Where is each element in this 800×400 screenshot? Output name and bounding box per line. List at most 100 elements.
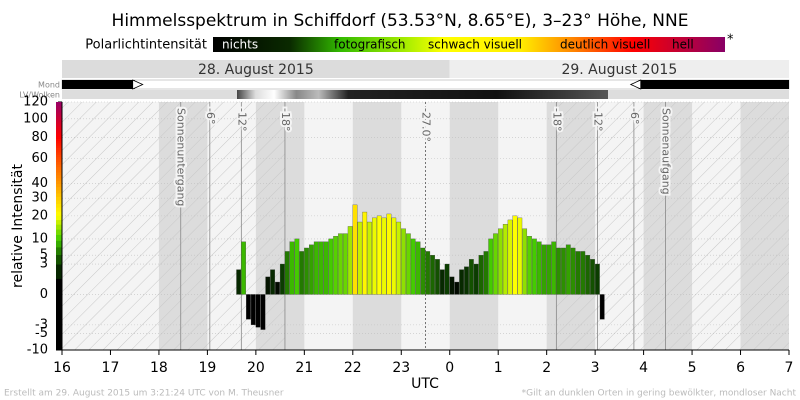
y-color-strip [56, 149, 62, 153]
y-color-strip [56, 151, 62, 155]
y-tick-label: 20 [31, 208, 48, 223]
x-tick-label: 7 [785, 360, 794, 376]
legend-label: fotografisch [334, 38, 406, 52]
x-tick-label: 6 [736, 360, 745, 376]
bar [468, 259, 474, 295]
twilight-label: Sonnenaufgang [659, 108, 672, 195]
y-color-strip [56, 161, 62, 165]
bar [260, 294, 266, 330]
y-color-strip [56, 219, 62, 225]
bar [531, 238, 537, 295]
bar [391, 217, 397, 295]
bar [313, 241, 319, 295]
bar [401, 228, 406, 295]
y-color-strip [56, 145, 62, 148]
x-tick-label: 20 [247, 360, 265, 376]
y-color-strip [56, 138, 62, 142]
twilight-label: -12° [592, 108, 605, 131]
bar [430, 255, 435, 295]
bar [522, 228, 528, 295]
y-color-strip [56, 102, 62, 105]
y-color-strip [56, 124, 62, 127]
y-color-strip [56, 126, 62, 129]
y-color-strip [56, 159, 62, 163]
moon-up [62, 80, 135, 89]
y-color-strip [56, 215, 62, 221]
bar [352, 204, 358, 295]
bar [546, 244, 552, 295]
y-color-strip [56, 166, 62, 170]
y-tick-label: 5 [40, 248, 48, 263]
bar [367, 221, 372, 295]
moon-marker [132, 79, 144, 90]
bar [551, 241, 557, 295]
bar [270, 269, 276, 295]
x-tick-label: 3 [591, 360, 600, 376]
bar [454, 281, 460, 295]
y-color-strip [56, 105, 62, 108]
y-color-strip [56, 103, 62, 107]
bar [255, 294, 261, 328]
y-color-strip [56, 314, 62, 328]
bar [265, 276, 271, 295]
bar [304, 247, 309, 295]
y-color-strip [56, 156, 62, 160]
bar [536, 241, 542, 295]
chart-title: Himmelsspektrum in Schiffdorf (53.53°N, … [112, 11, 689, 31]
y-color-strip [56, 114, 62, 117]
date-band [62, 60, 450, 78]
y-color-strip [56, 174, 62, 179]
x-tick-label: 16 [53, 360, 71, 376]
bar [347, 226, 353, 295]
bar [435, 259, 440, 295]
y-color-strip [56, 327, 62, 337]
y-tick-label: 30 [31, 191, 48, 206]
bar [410, 238, 416, 295]
x-tick-label: 21 [295, 360, 313, 376]
legend-label: deutlich visuell [560, 38, 650, 52]
lv-clouds [237, 90, 608, 99]
bar [279, 263, 285, 295]
bar [580, 251, 586, 295]
bar [294, 238, 300, 295]
y-color-strip [56, 183, 62, 188]
x-tick-label: 0 [445, 360, 454, 376]
y-color-strip [56, 177, 62, 182]
x-tick-label: 18 [150, 360, 168, 376]
bar [405, 233, 411, 295]
y-color-strip [56, 207, 62, 212]
y-tick-label: 40 [31, 176, 48, 191]
date-band [449, 60, 789, 78]
twilight-hatch [556, 102, 789, 350]
bar [328, 238, 334, 295]
y-color-strip [56, 234, 62, 241]
bar [464, 266, 469, 295]
y-tick-label: 80 [31, 130, 48, 145]
bar [250, 294, 256, 326]
y-color-strip [56, 142, 62, 146]
y-tick-label: 3 [40, 257, 48, 272]
row-label: LV/Wolken [19, 91, 60, 100]
bar [236, 269, 242, 295]
y-tick-label: -5 [35, 326, 48, 341]
y-color-strip [56, 164, 62, 168]
y-color-strip [56, 169, 62, 173]
legend-label: hell [672, 38, 694, 52]
legend-label: schwach visuell [428, 38, 522, 52]
twilight-label: -27.0° [420, 108, 433, 142]
bar [309, 244, 314, 295]
y-color-strip [56, 336, 62, 345]
bar [318, 241, 324, 295]
y-color-strip [56, 147, 62, 151]
legend-bar [213, 37, 725, 52]
bar [386, 213, 392, 295]
bar [502, 224, 508, 295]
legend-title: Polarlichtintensität [85, 38, 207, 53]
y-color-strip [56, 112, 62, 116]
bar [275, 281, 280, 295]
bar [342, 233, 348, 295]
bar [570, 247, 576, 295]
bar [594, 263, 600, 295]
y-color-strip [56, 109, 62, 112]
